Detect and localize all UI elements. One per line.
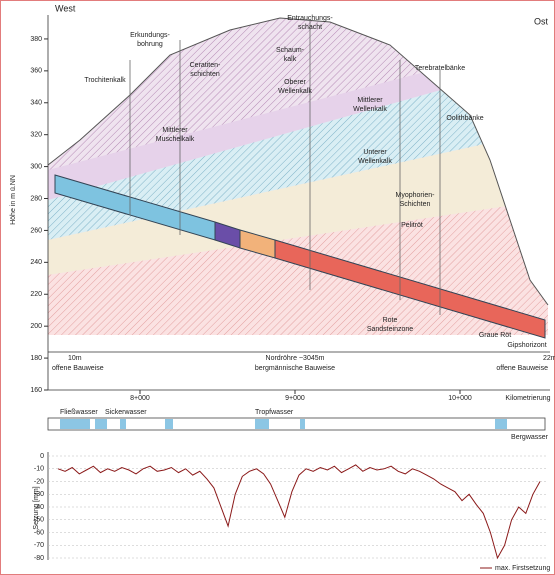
layer-label: Gipshorizont xyxy=(507,342,546,349)
y-tick-label: 360 xyxy=(30,68,42,75)
km-label: 10+000 xyxy=(448,395,472,402)
layer-label: Schaum- xyxy=(276,47,305,54)
layer-label: Mittlerer xyxy=(357,97,383,104)
y-tick-label: 0 xyxy=(40,453,44,460)
y-tick-label: 240 xyxy=(30,259,42,266)
layer-label: bohrung xyxy=(137,41,163,48)
layer-label: Unterer xyxy=(363,149,387,156)
tunnel-label: bergmännische Bauweise xyxy=(255,365,335,372)
layer-label: Oberer xyxy=(284,79,306,86)
layer-label: Myophorien- xyxy=(396,192,436,199)
y-tick-label: 220 xyxy=(30,291,42,298)
layer-label: Trochitenkalk xyxy=(84,77,126,84)
tunnel-label: Nordröhre ~3045m xyxy=(266,355,325,362)
legend-label: max. Firstsetzung xyxy=(495,565,550,572)
y-tick-label: 280 xyxy=(30,195,42,202)
y-tick-label: -60 xyxy=(34,529,44,536)
layer-label: Pelitröt xyxy=(401,222,423,229)
water-label: Tropfwasser xyxy=(255,409,294,416)
water-zone xyxy=(495,419,507,429)
layer-label: Graue Röt xyxy=(479,332,511,339)
y-tick-label: 200 xyxy=(30,323,42,330)
figure: West Ost Höhe in m ü.NN Setzung [mm] max… xyxy=(0,0,555,575)
water-label: Sickerwasser xyxy=(105,409,147,416)
west: West xyxy=(55,3,76,13)
y-tick-label: 380 xyxy=(30,36,42,43)
y-axis-label: Höhe in m ü.NN xyxy=(10,175,17,225)
layer-label: Muschelkalk xyxy=(156,136,195,143)
y-tick-label: 160 xyxy=(30,387,42,394)
layer-label: schichten xyxy=(190,71,220,78)
y-tick-label: -20 xyxy=(34,478,44,485)
km-label: 9+000 xyxy=(285,395,305,402)
water-zone xyxy=(60,419,90,429)
layer-label: Rote xyxy=(383,317,398,324)
layer-label: Erkundungs- xyxy=(130,32,170,39)
layer-label: kalk xyxy=(284,56,297,63)
water-zone xyxy=(255,419,269,429)
y-tick-label: -80 xyxy=(34,555,44,562)
layer-label: Wellenkalk xyxy=(358,158,392,165)
water-zone xyxy=(95,419,107,429)
y-tick-label: -50 xyxy=(34,517,44,524)
km-label: 8+000 xyxy=(130,395,150,402)
y-tick-label: 340 xyxy=(30,100,42,107)
tunnel-label: 22m xyxy=(543,355,555,362)
y-tick-label: 300 xyxy=(30,163,42,170)
tunnel-label: offene Bauweise xyxy=(496,365,548,372)
y-tick-label: -10 xyxy=(34,466,44,473)
layer-label: Terebratelbänke xyxy=(415,65,465,72)
y-tick-label: -40 xyxy=(34,504,44,511)
y-tick-label: -30 xyxy=(34,491,44,498)
layer-label: Sandsteinzone xyxy=(367,326,413,333)
layer-label: Wellenkalk xyxy=(278,88,312,95)
y-tick-label: 180 xyxy=(30,355,42,362)
water-zone xyxy=(120,419,126,429)
layer-label: Entrauchungs- xyxy=(287,15,333,22)
tunnel-label: 10m xyxy=(68,355,82,362)
water-right: Bergwasser xyxy=(511,434,549,441)
y-tick-label: -70 xyxy=(34,542,44,549)
water-zone xyxy=(300,419,305,429)
y-tick-label: 320 xyxy=(30,132,42,139)
layer-label: Schichten xyxy=(400,201,431,208)
water-label: Fließwasser xyxy=(60,409,98,416)
y-tick-label: 260 xyxy=(30,227,42,234)
layer-label: Oolithbänke xyxy=(446,115,483,122)
east: Ost xyxy=(534,16,549,26)
water-zone xyxy=(165,419,173,429)
km-label: Kilometrierung xyxy=(505,395,550,402)
layer-label: schacht xyxy=(298,24,322,31)
layer-label: Ceratiten- xyxy=(190,62,221,69)
layer-label: Mittlerer xyxy=(162,127,188,134)
layer-label: Wellenkalk xyxy=(353,106,387,113)
tunnel-label: offene Bauweise xyxy=(52,365,104,372)
